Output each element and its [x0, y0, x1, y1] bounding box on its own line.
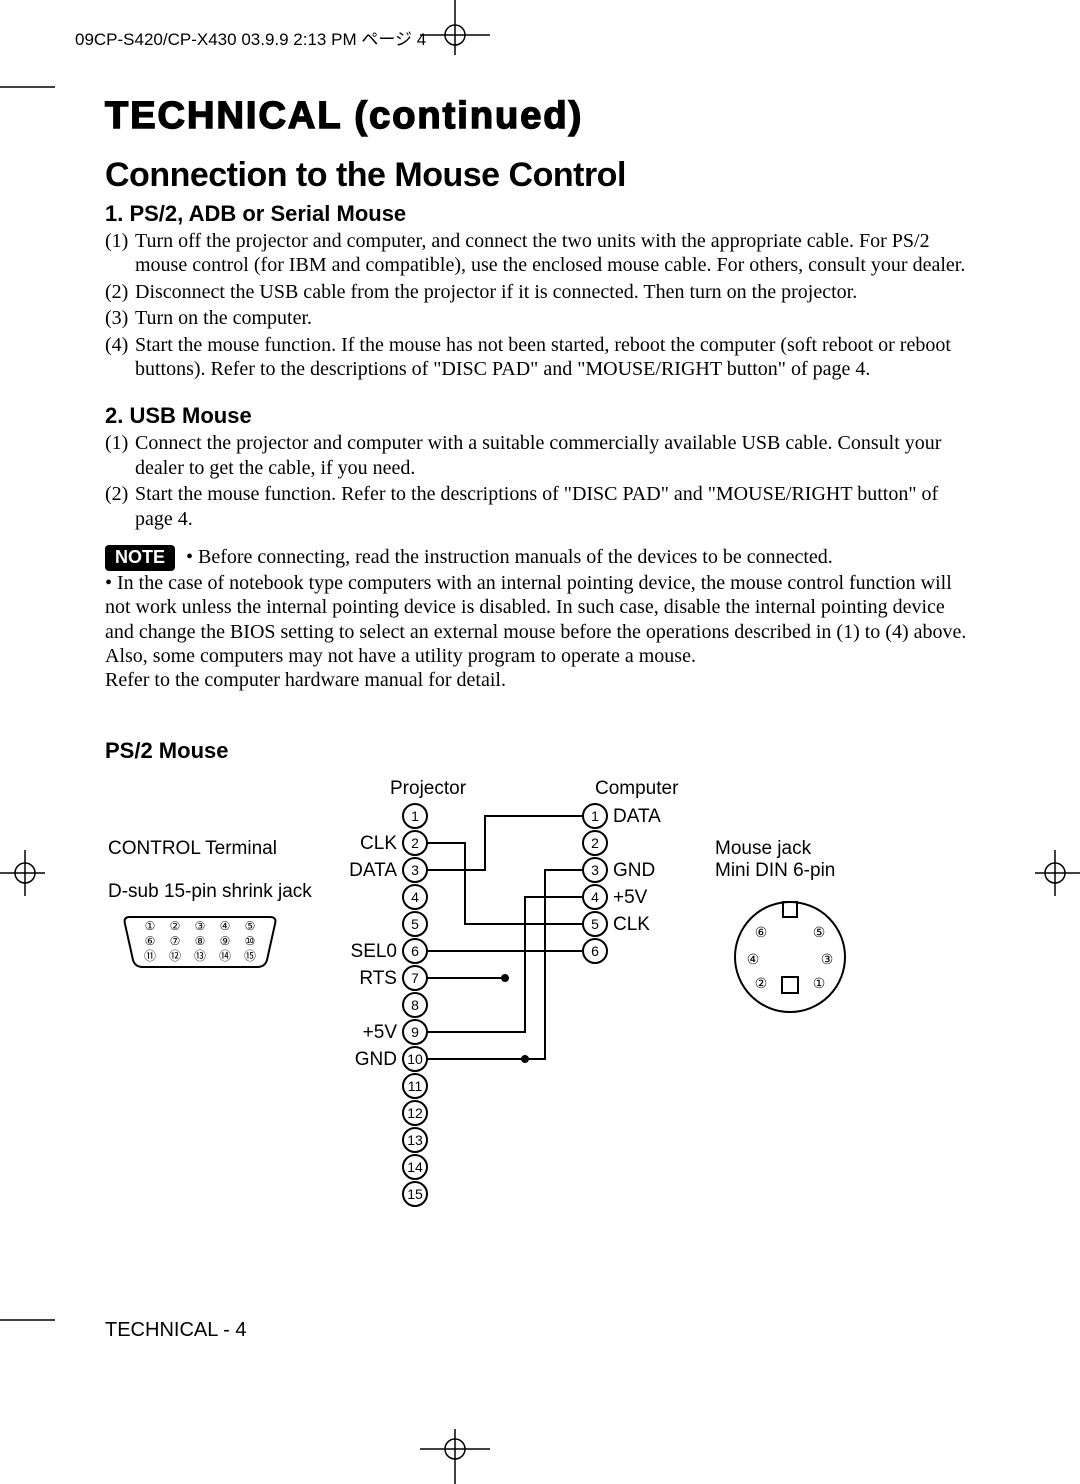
- crop-mark-bottom: [0, 1424, 1080, 1484]
- dsub-connector-icon: ①②③④⑤ ⑥⑦⑧⑨⑩ ⑪⑫⑬⑭⑮: [125, 917, 276, 967]
- svg-text:3: 3: [411, 862, 419, 878]
- section-1-body: (1)Turn off the projector and computer, …: [105, 229, 975, 381]
- note-line-2: • In the case of notebook type computers…: [105, 571, 975, 644]
- svg-text:4: 4: [411, 889, 419, 905]
- svg-text:2: 2: [591, 835, 599, 851]
- diagram-head: PS/2 Mouse: [105, 738, 975, 764]
- section-1-head: 1. PS/2, ADB or Serial Mouse: [105, 201, 975, 227]
- section-2-body: (1)Connect the projector and computer wi…: [105, 431, 975, 531]
- svg-text:11: 11: [408, 1078, 423, 1094]
- svg-text:14: 14: [407, 1159, 423, 1175]
- svg-text:6: 6: [411, 943, 419, 959]
- svg-text:⑫: ⑫: [169, 949, 181, 963]
- svg-text:1: 1: [411, 808, 419, 824]
- subtitle: Connection to the Mouse Control: [105, 156, 975, 195]
- svg-text:6: 6: [591, 943, 599, 959]
- svg-text:⑬: ⑬: [194, 949, 206, 963]
- svg-text:5: 5: [591, 916, 599, 932]
- svg-text:⑧: ⑧: [195, 934, 206, 948]
- label-computer: Computer: [595, 778, 679, 799]
- crop-mark-right: [1020, 0, 1080, 1484]
- svg-text:GND: GND: [355, 1049, 397, 1070]
- svg-text:③: ③: [821, 951, 834, 967]
- svg-text:7: 7: [411, 970, 419, 986]
- crop-mark-left: [0, 0, 60, 1484]
- header-meta: 09CP-S420/CP-X430 03.9.9 2:13 PM ページ 4: [75, 25, 426, 50]
- svg-text:3: 3: [591, 862, 599, 878]
- svg-text:①: ①: [813, 975, 826, 991]
- page-title: TECHNICAL (continued) TECHNICAL (continu…: [105, 95, 975, 138]
- svg-text:③: ③: [195, 919, 206, 933]
- svg-text:⑥: ⑥: [145, 934, 156, 948]
- svg-text:⑮: ⑮: [244, 949, 256, 963]
- section-2-head: 2. USB Mouse: [105, 403, 975, 429]
- svg-text:+5V: +5V: [363, 1022, 398, 1043]
- svg-text:④: ④: [220, 919, 231, 933]
- mouse-jack-label: Mouse jack: [715, 838, 812, 859]
- mini-din-icon: ① ② ③ ④ ⑤ ⑥: [735, 902, 845, 1012]
- footer-pagenum: TECHNICAL - 4: [105, 1319, 247, 1342]
- svg-text:1: 1: [591, 808, 599, 824]
- dsub-label: D-sub 15-pin shrink jack: [108, 881, 312, 902]
- svg-text:+5V: +5V: [613, 887, 648, 908]
- svg-text:GND: GND: [613, 860, 655, 881]
- diagram: PS/2 Mouse Projector Computer 1234567891…: [105, 738, 975, 1258]
- svg-text:⑪: ⑪: [144, 949, 156, 963]
- note-line-1: • Before connecting, read the instructio…: [186, 546, 833, 568]
- diagram-svg: Projector Computer 123456789101112131415…: [105, 772, 975, 1262]
- svg-text:⑥: ⑥: [755, 924, 768, 940]
- svg-text:DATA: DATA: [613, 806, 661, 827]
- svg-text:CLK: CLK: [360, 833, 397, 854]
- svg-text:RTS: RTS: [359, 968, 397, 989]
- svg-text:SEL0: SEL0: [351, 941, 397, 962]
- svg-text:⑤: ⑤: [245, 919, 256, 933]
- note-badge: NOTE: [105, 545, 175, 571]
- svg-text:8: 8: [411, 997, 419, 1013]
- svg-text:12: 12: [407, 1105, 423, 1121]
- note-block: NOTE • Before connecting, read the instr…: [105, 545, 975, 693]
- svg-text:CLK: CLK: [613, 914, 650, 935]
- svg-text:13: 13: [407, 1132, 423, 1148]
- svg-text:9: 9: [411, 1024, 419, 1040]
- svg-text:①: ①: [145, 919, 156, 933]
- note-line-3: Also, some computers may not have a util…: [105, 644, 975, 668]
- svg-text:4: 4: [591, 889, 599, 905]
- svg-text:⑨: ⑨: [220, 934, 231, 948]
- svg-text:②: ②: [170, 919, 181, 933]
- mini-din-label: Mini DIN 6-pin: [715, 860, 835, 881]
- note-line-4: Refer to the computer hardware manual fo…: [105, 668, 975, 692]
- svg-text:④: ④: [747, 951, 760, 967]
- svg-text:②: ②: [755, 975, 768, 991]
- svg-text:5: 5: [411, 916, 419, 932]
- svg-text:⑦: ⑦: [170, 934, 181, 948]
- svg-text:2: 2: [411, 835, 419, 851]
- svg-text:⑤: ⑤: [813, 924, 826, 940]
- svg-text:⑭: ⑭: [219, 949, 231, 963]
- svg-text:15: 15: [407, 1186, 423, 1202]
- svg-text:10: 10: [407, 1051, 423, 1067]
- control-terminal-label: CONTROL Terminal: [108, 838, 277, 859]
- label-projector: Projector: [390, 778, 467, 799]
- svg-text:DATA: DATA: [349, 860, 397, 881]
- svg-text:⑩: ⑩: [245, 934, 256, 948]
